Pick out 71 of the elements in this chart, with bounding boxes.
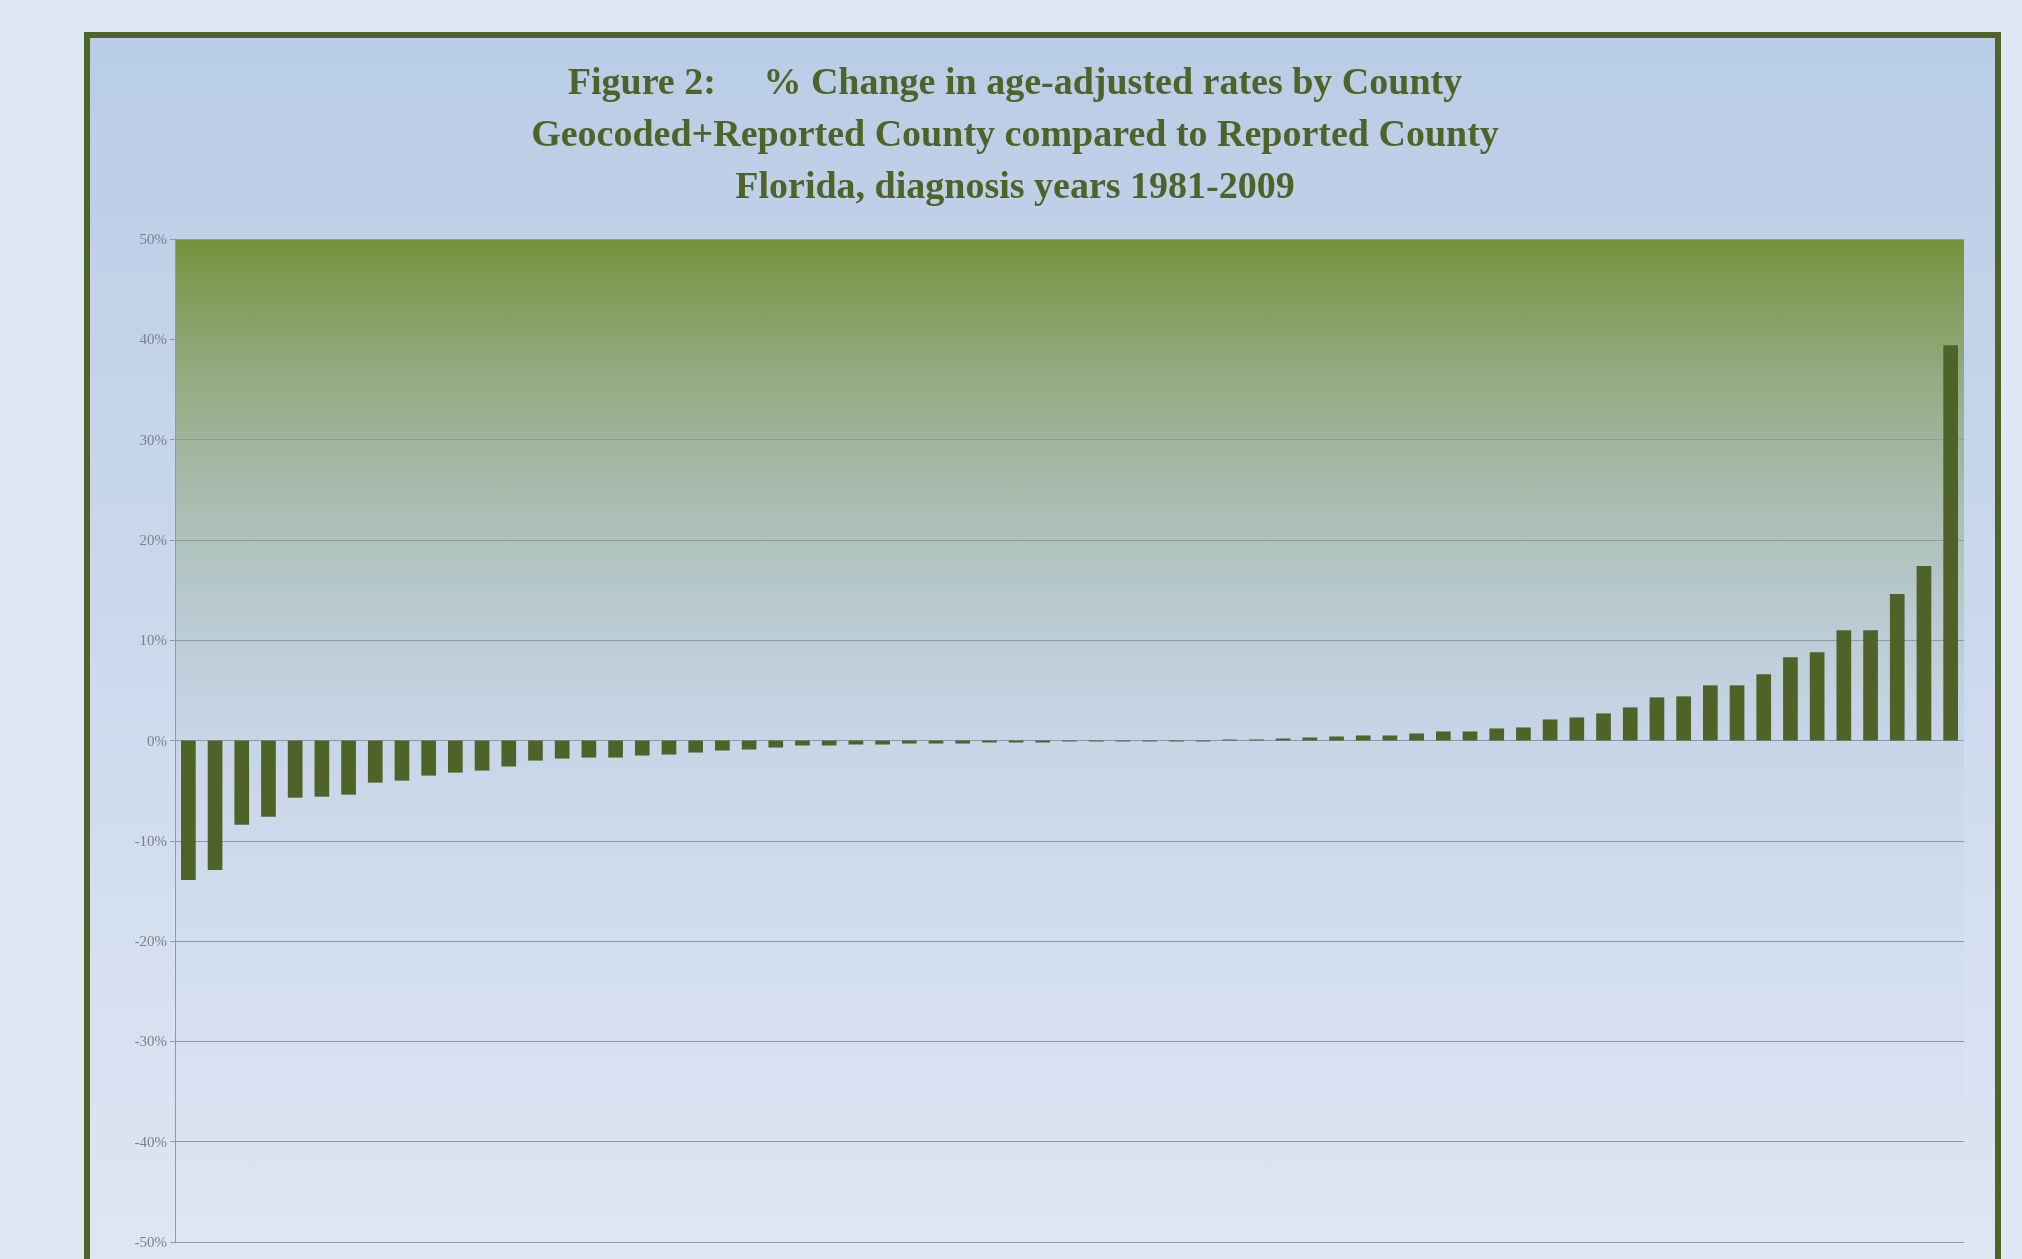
bar [1756, 674, 1772, 741]
bar [1676, 696, 1691, 741]
bar [287, 740, 303, 798]
y-tick-label: -40% [134, 1133, 167, 1150]
bar [1329, 736, 1344, 741]
bar [367, 740, 383, 783]
bar [1542, 719, 1558, 741]
bar [1035, 740, 1051, 743]
y-tick-label: 30% [139, 431, 167, 448]
bar [1275, 738, 1291, 741]
bar [394, 740, 410, 781]
bar [795, 740, 810, 746]
bar [1916, 565, 1932, 741]
bar [261, 740, 276, 817]
bar [314, 740, 330, 797]
bar [955, 740, 971, 744]
bar [1889, 594, 1905, 741]
bar [1622, 707, 1638, 741]
bar [1809, 652, 1825, 741]
bar [554, 740, 570, 759]
bar [1836, 630, 1852, 741]
bar [1382, 735, 1398, 741]
bar [1462, 731, 1478, 741]
y-tick-label: 0% [147, 732, 167, 749]
bar [821, 740, 837, 746]
bar [608, 740, 623, 758]
bar [982, 740, 997, 743]
chart-title: Figure 2: % Change in age-adjusted rates by County Geocoded+Reported County compared to Reported County Florida, diagnosis years 1981-2009 [531, 60, 1499, 206]
y-tick-label: 10% [139, 632, 167, 649]
y-tick-label: -30% [134, 1033, 167, 1050]
bar [634, 740, 650, 756]
bar [1863, 630, 1878, 741]
bar [341, 740, 356, 795]
bar [448, 740, 463, 773]
bar [901, 740, 917, 744]
bar [768, 740, 784, 748]
bar [1302, 737, 1318, 741]
bar [928, 740, 944, 744]
bar [234, 740, 250, 825]
bar [1729, 685, 1745, 741]
bar [1702, 685, 1718, 741]
bar [207, 740, 223, 870]
bar [875, 740, 890, 745]
bar [581, 740, 597, 758]
bar [1489, 728, 1505, 741]
y-tick-label: -20% [134, 933, 167, 950]
y-tick-label: 50% [139, 231, 167, 247]
bar [1596, 713, 1611, 741]
bar [1943, 345, 1958, 741]
bar [1008, 740, 1024, 743]
bar [421, 740, 437, 776]
y-tick-label: -10% [134, 832, 167, 849]
bar [1516, 727, 1531, 741]
bar [181, 740, 196, 880]
bar [661, 740, 677, 755]
bar [1355, 735, 1371, 741]
bar [474, 740, 490, 771]
y-tick-label: -50% [134, 1234, 167, 1250]
bar [1435, 731, 1451, 741]
bar [501, 740, 517, 767]
bar [1569, 717, 1585, 741]
bar [528, 740, 543, 761]
bar [848, 740, 864, 745]
bar [715, 740, 730, 751]
y-tick-label: 20% [139, 531, 167, 548]
bar [1409, 733, 1424, 741]
bar [1783, 657, 1798, 741]
bar [688, 740, 704, 753]
y-tick-label: 40% [139, 331, 167, 348]
bar [1649, 697, 1665, 741]
bar [741, 740, 757, 750]
